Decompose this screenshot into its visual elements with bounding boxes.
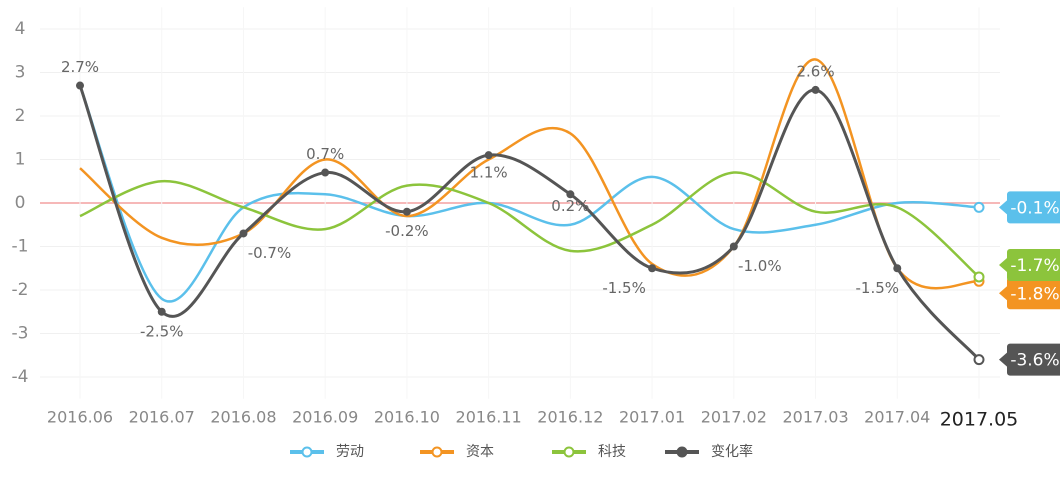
point	[321, 168, 330, 177]
badge-label: -1.7%	[1010, 256, 1059, 276]
point	[648, 264, 657, 273]
legend-dot	[563, 446, 575, 458]
y-tick-label: 2	[15, 106, 26, 126]
y-tick-label: -3	[12, 324, 29, 344]
point	[893, 264, 902, 273]
legend-item: 劳动	[290, 444, 364, 460]
data-label: -2.5%	[140, 322, 184, 340]
legend-dot	[431, 446, 443, 458]
x-tick-label: 2016.08	[210, 408, 276, 427]
end-point	[973, 271, 985, 283]
x-tick-label: 2016.10	[374, 408, 440, 427]
x-tick-label: 2017.01	[619, 408, 685, 427]
badge-label: -0.1%	[1010, 198, 1059, 218]
point	[239, 229, 248, 238]
data-label: -1.0%	[738, 257, 782, 275]
x-tick-label: 2016.12	[537, 408, 603, 427]
point	[484, 151, 493, 160]
series-line	[79, 58, 980, 290]
badge-label: -1.8%	[1010, 284, 1059, 304]
data-label: 2.7%	[61, 58, 99, 76]
series-line	[79, 171, 980, 278]
legend-label: 劳动	[336, 444, 364, 460]
y-tick-label: -2	[12, 280, 29, 300]
x-tick-label: 2016.07	[129, 408, 195, 427]
x-tick-label: 2016.09	[292, 408, 358, 427]
data-label: -0.7%	[248, 244, 292, 262]
legend-dot	[676, 446, 688, 458]
legend-dot	[301, 446, 313, 458]
point	[811, 85, 820, 94]
end-badge: -3.6%	[999, 343, 1060, 376]
badge-bg	[999, 191, 1060, 224]
legend-item: 变化率	[665, 443, 753, 460]
y-tick-label: 1	[15, 150, 26, 170]
data-label: -1.5%	[856, 279, 900, 297]
badge-label: -3.6%	[1010, 351, 1059, 371]
y-tick-label: -4	[12, 367, 29, 387]
x-tick-label: 2016.11	[456, 408, 522, 427]
legend-item: 科技	[552, 444, 626, 460]
badge-bg	[999, 343, 1060, 376]
data-label: 1.1%	[470, 164, 508, 182]
end-badge: -0.1%	[999, 191, 1060, 224]
end-badge: -1.8%	[999, 277, 1060, 310]
x-tick-label: 2017.03	[782, 408, 848, 427]
legend-item: 资本	[420, 444, 494, 460]
y-tick-label: 3	[15, 63, 26, 83]
data-label: -1.5%	[602, 279, 646, 297]
data-label: 0.2%	[551, 197, 589, 215]
point	[76, 81, 84, 90]
badge-bg	[999, 248, 1060, 281]
legend-label: 科技	[598, 444, 626, 460]
legend-label: 资本	[466, 444, 494, 460]
data-label: -0.2%	[385, 222, 429, 240]
point	[566, 190, 575, 199]
y-tick-label: -1	[12, 237, 29, 257]
x-tick-label: 2017.05	[940, 409, 1019, 431]
series-line	[78, 85, 980, 303]
x-tick-label: 2017.02	[701, 408, 767, 427]
point	[729, 242, 738, 251]
point	[402, 207, 411, 216]
y-tick-label: 4	[15, 19, 26, 39]
data-label: 0.7%	[306, 145, 344, 163]
data-label: 2.6%	[796, 62, 834, 80]
end-badge: -1.7%	[999, 248, 1060, 281]
end-point	[973, 201, 985, 213]
legend-label: 变化率	[711, 443, 753, 460]
point	[157, 307, 166, 316]
badge-bg	[999, 277, 1060, 310]
x-tick-label: 2016.06	[47, 408, 113, 427]
x-tick-label: 2017.04	[864, 408, 930, 427]
y-tick-label: 0	[15, 193, 26, 213]
end-point	[973, 354, 985, 366]
series-line	[78, 85, 981, 361]
